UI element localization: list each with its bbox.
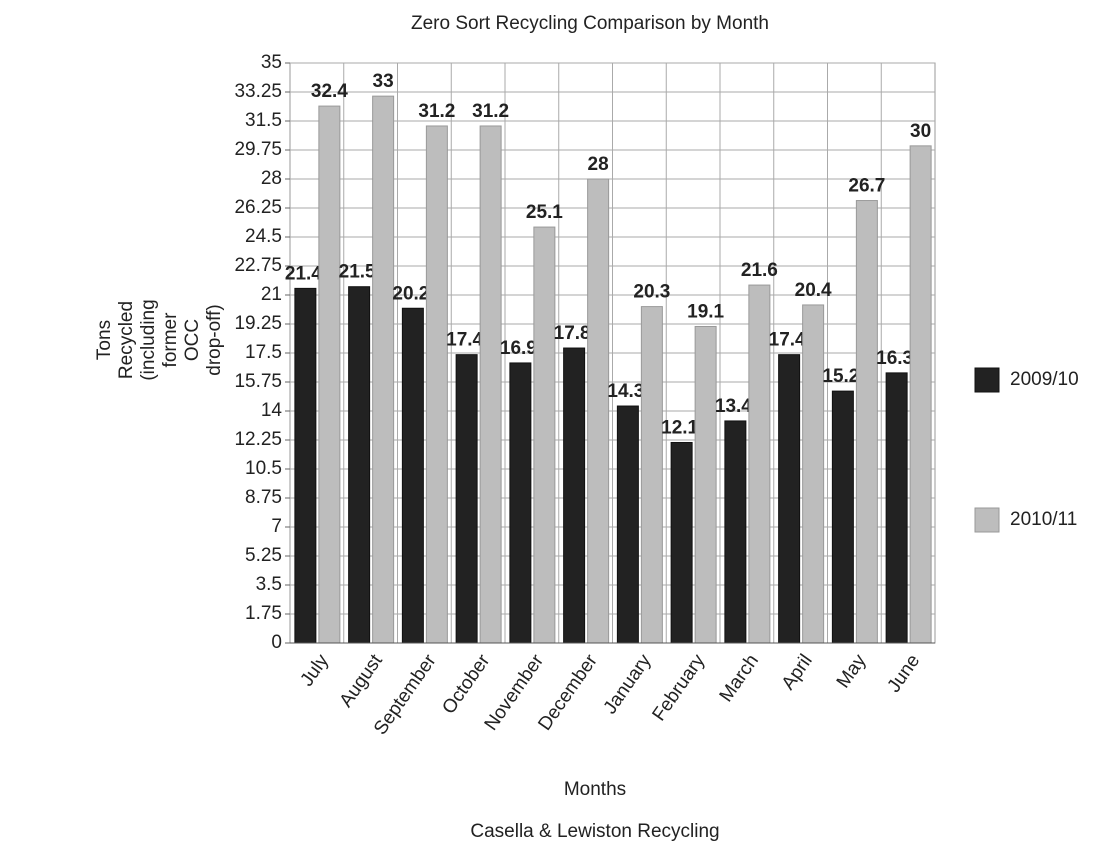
y-tick-label: 12.25 [234, 429, 282, 450]
x-tick-label: April [778, 651, 817, 694]
bar [425, 125, 448, 644]
y-tick-label: 10.5 [245, 458, 282, 479]
x-tick-label: August [336, 650, 388, 711]
y-tick-label: 0 [271, 632, 282, 653]
bar [563, 347, 586, 644]
data-label: 20.3 [633, 282, 670, 303]
y-tick-label: 1.75 [245, 603, 282, 624]
x-tick-label: January [600, 650, 656, 718]
data-label: 25.1 [526, 202, 563, 223]
y-tick-label: 33.25 [234, 81, 282, 102]
data-label: 14.3 [607, 381, 644, 402]
bar [318, 105, 341, 644]
y-tick-label: 31.5 [245, 110, 282, 131]
data-label: 15.2 [822, 366, 859, 387]
data-label: 12.1 [661, 418, 698, 439]
bar [855, 200, 878, 644]
y-tick-label: 8.75 [245, 487, 282, 508]
data-label: 13.4 [715, 396, 752, 417]
y-tick-label: 22.75 [234, 255, 282, 276]
y-tick-label: 35 [261, 52, 282, 73]
y-tick-label: 19.25 [234, 313, 282, 334]
x-tick-label: March [716, 651, 763, 706]
bar [348, 286, 371, 644]
data-label: 17.4 [446, 330, 483, 351]
x-tick-label: February [649, 650, 710, 725]
x-tick-label: May [833, 650, 871, 692]
bar [909, 145, 932, 644]
y-axis-label: TonsRecycled(includingformerOCCdrop-off) [94, 299, 225, 380]
legend-swatch [974, 367, 1000, 393]
data-label: 32.4 [311, 81, 348, 102]
bar [802, 304, 825, 644]
data-label: 19.1 [687, 302, 724, 323]
legend-label: 2010/11 [1010, 509, 1077, 530]
data-label: 26.7 [848, 176, 885, 197]
x-axis-label: Months [564, 779, 626, 800]
data-label: 21.6 [741, 260, 778, 281]
bar [533, 226, 556, 644]
data-label: 31.2 [418, 101, 455, 122]
y-tick-label: 7 [271, 516, 282, 537]
bar [748, 284, 771, 644]
y-tick-label: 28 [261, 168, 282, 189]
x-tick-label: June [883, 651, 924, 697]
bar [694, 325, 717, 644]
y-tick-label: 5.25 [245, 545, 282, 566]
bar [831, 390, 854, 644]
legend-swatch [974, 507, 1000, 533]
bar [455, 354, 478, 644]
bar [616, 405, 639, 644]
x-tick-label: October [438, 650, 494, 718]
y-tick-label: 21 [261, 284, 282, 305]
data-label: 21.5 [339, 262, 376, 283]
bar [640, 306, 663, 644]
bar [670, 441, 693, 644]
data-label: 21.4 [285, 263, 322, 284]
data-label: 16.3 [876, 348, 913, 369]
chart-title: Zero Sort Recycling Comparison by Month [411, 13, 769, 34]
data-label: 16.9 [500, 338, 537, 359]
y-tick-label: 17.5 [245, 342, 282, 363]
data-label: 31.2 [472, 101, 509, 122]
bar [587, 178, 610, 644]
bar [372, 95, 395, 644]
bar [509, 362, 532, 644]
y-tick-label: 29.75 [234, 139, 282, 160]
data-label: 33 [373, 71, 394, 92]
data-label: 17.4 [769, 330, 806, 351]
bar [778, 354, 801, 644]
data-label: 17.8 [554, 323, 591, 344]
y-tick-label: 3.5 [256, 574, 282, 595]
bar [401, 307, 424, 644]
y-tick-label: 15.75 [234, 371, 282, 392]
bar [724, 420, 747, 644]
data-label: 20.2 [392, 283, 429, 304]
data-label: 30 [910, 121, 931, 142]
y-tick-label: 14 [261, 400, 283, 421]
bar [885, 372, 908, 644]
x-tick-label: July [296, 650, 333, 690]
legend-label: 2009/10 [1010, 369, 1079, 390]
bar [479, 125, 502, 644]
bar [294, 287, 317, 644]
subtitle: Casella & Lewiston Recycling [470, 821, 719, 842]
data-label: 28 [588, 154, 609, 175]
y-tick-label: 24.5 [245, 226, 282, 247]
y-tick-label: 26.25 [234, 197, 282, 218]
data-label: 20.4 [795, 280, 832, 301]
